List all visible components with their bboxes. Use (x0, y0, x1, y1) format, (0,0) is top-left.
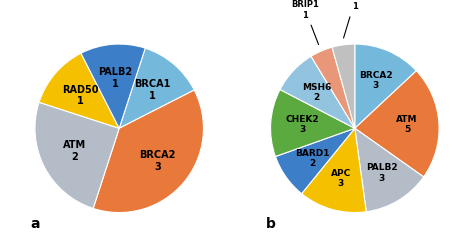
Wedge shape (355, 44, 416, 128)
Text: ATM
2: ATM 2 (63, 141, 86, 162)
Wedge shape (275, 128, 355, 194)
Wedge shape (271, 90, 355, 157)
Text: CHEK2
3: CHEK2 3 (286, 115, 319, 134)
Wedge shape (301, 128, 366, 212)
Wedge shape (280, 56, 355, 128)
Text: b: b (266, 217, 276, 231)
Wedge shape (93, 90, 203, 212)
Wedge shape (39, 53, 119, 128)
Wedge shape (311, 47, 355, 128)
Wedge shape (81, 44, 145, 128)
Text: MUTYH
1: MUTYH 1 (337, 0, 371, 38)
Text: BARD1
2: BARD1 2 (295, 149, 329, 168)
Text: PALB2
1: PALB2 1 (98, 67, 132, 89)
Text: RAD50
1: RAD50 1 (63, 85, 99, 106)
Text: BRIP1
1: BRIP1 1 (292, 0, 319, 45)
Text: a: a (31, 217, 40, 231)
Text: APC
3: APC 3 (330, 169, 351, 188)
Wedge shape (35, 102, 119, 208)
Wedge shape (355, 128, 424, 212)
Text: PALB2
3: PALB2 3 (366, 163, 398, 183)
Text: BRCA1
1: BRCA1 1 (134, 79, 170, 101)
Text: BRCA2
3: BRCA2 3 (139, 150, 176, 172)
Text: BRCA2
3: BRCA2 3 (359, 71, 392, 90)
Wedge shape (119, 48, 194, 128)
Wedge shape (355, 71, 439, 177)
Wedge shape (332, 44, 355, 128)
Text: ATM
5: ATM 5 (396, 115, 418, 134)
Text: MSH6
2: MSH6 2 (302, 83, 331, 102)
